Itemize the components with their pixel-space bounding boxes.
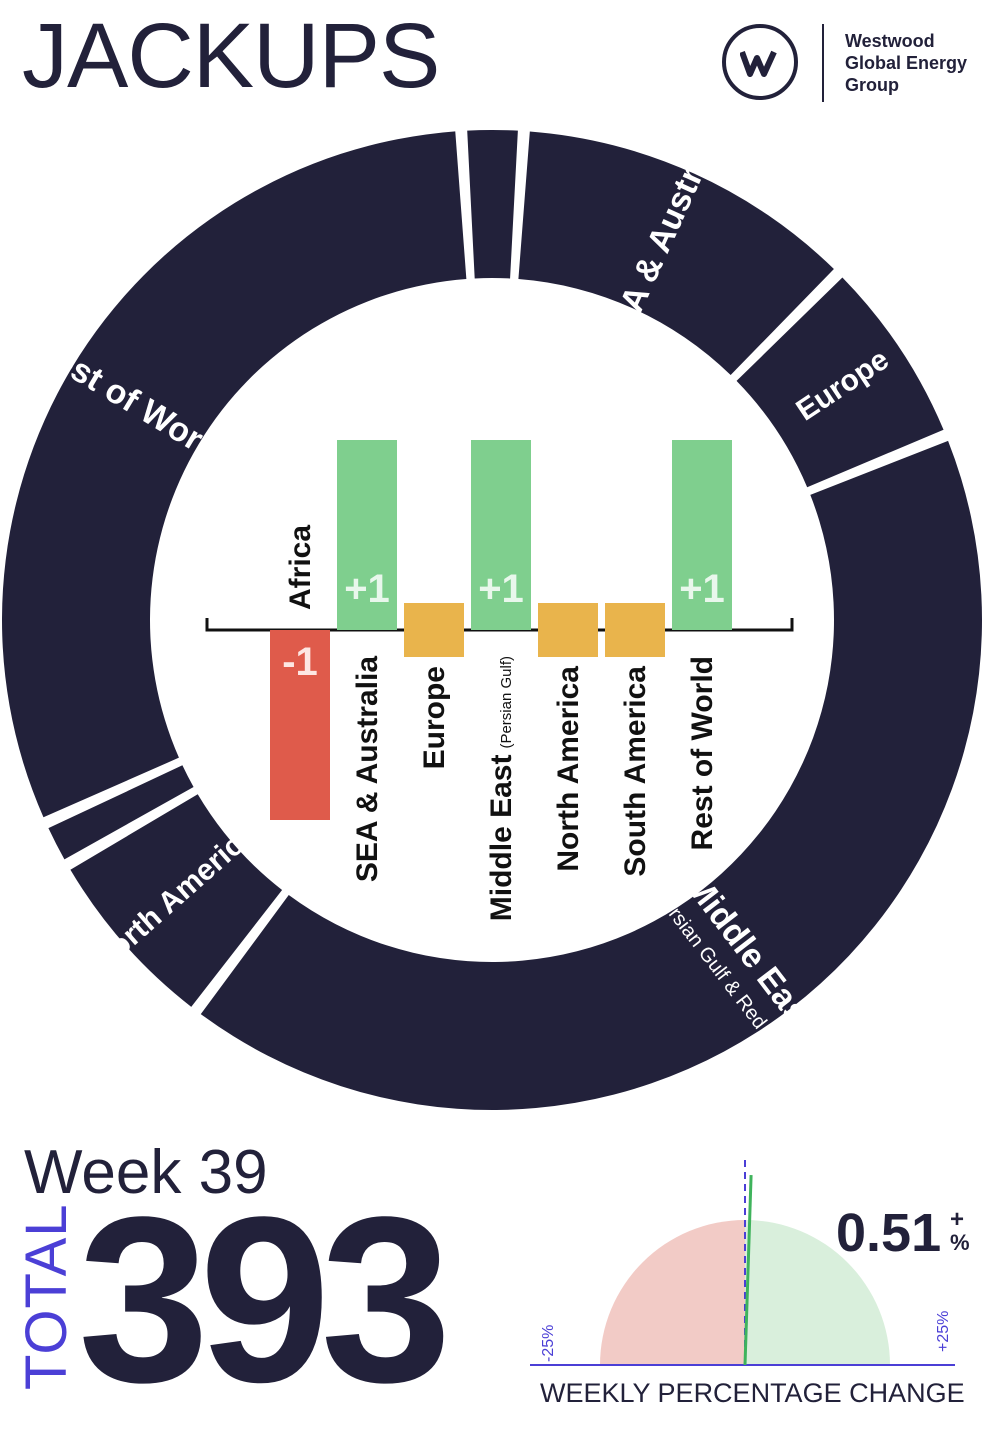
- westwood-logo-icon: [722, 24, 798, 100]
- bar-north-america: [538, 603, 598, 657]
- week-label: Week 39: [24, 1138, 268, 1207]
- bar-middle-east: [471, 440, 531, 630]
- bar-europe: [404, 603, 464, 657]
- donut-slice-south-america: [48, 765, 194, 860]
- bar-category-label-north-america: North America: [552, 666, 585, 872]
- bar-category-label-middle-east: Middle East(Persian Gulf): [485, 656, 518, 921]
- bar-africa: [270, 630, 330, 820]
- bar-category-label-south-america: South America: [619, 666, 652, 877]
- company-name-line: Group: [845, 75, 899, 95]
- bar-category-label-europe: Europe: [418, 666, 451, 769]
- bar-category-label-sea-and-australia: SEA & Australia: [351, 656, 384, 882]
- bar-value-label-africa: -1: [282, 640, 318, 684]
- regional-donut-chart: SEA & Australia Europe Middle East(Persian…: [2, 130, 982, 1110]
- weekly-change-gauge: [530, 1160, 955, 1366]
- percent-change-sign: +: [950, 1206, 965, 1233]
- bar-category-sublabel: (Persian Gulf): [498, 656, 515, 749]
- company-name-line: Global Energy: [845, 53, 968, 73]
- bar-category-label-rest-of-world: Rest of World: [686, 656, 719, 850]
- gauge-max-label: +25%: [935, 1310, 952, 1352]
- bar-south-america: [605, 603, 665, 657]
- gauge-positive-half: [745, 1220, 890, 1365]
- bar-value-label-sea-and-australia: +1: [344, 567, 390, 611]
- bar-sea-and-australia: [337, 440, 397, 630]
- logo-divider: [822, 24, 824, 102]
- total-value: 393: [78, 1168, 452, 1432]
- company-name: Westwood Global Energy Group: [845, 30, 995, 96]
- donut-slice-middle-east: [200, 440, 982, 1110]
- bar-rest-of-world: [672, 440, 732, 630]
- bar-category-label-africa: Africa: [284, 525, 317, 610]
- donut-slice-north-america: [70, 794, 283, 1007]
- gauge-min-label: -25%: [540, 1324, 557, 1362]
- gauge-needle: [743, 1175, 753, 1366]
- donut-slice-europe: [736, 277, 944, 488]
- gauge-caption: WEEKLY PERCENTAGE CHANGE: [540, 1378, 965, 1408]
- bar-value-label-rest-of-world: +1: [679, 567, 725, 611]
- donut-slice-africa: [467, 130, 518, 279]
- donut-slice-rest-of-world: [2, 131, 467, 818]
- company-name-line: Westwood: [845, 31, 935, 51]
- gauge-negative-half: [600, 1220, 745, 1365]
- page-title: JACKUPS: [22, 5, 440, 107]
- percent-change-value: 0.51: [836, 1203, 942, 1263]
- bar-value-label-middle-east: +1: [478, 567, 524, 611]
- percent-change-unit: %: [950, 1230, 970, 1255]
- total-label: TOTAL: [14, 1203, 79, 1390]
- donut-slice-sea-and-australia: [518, 131, 834, 376]
